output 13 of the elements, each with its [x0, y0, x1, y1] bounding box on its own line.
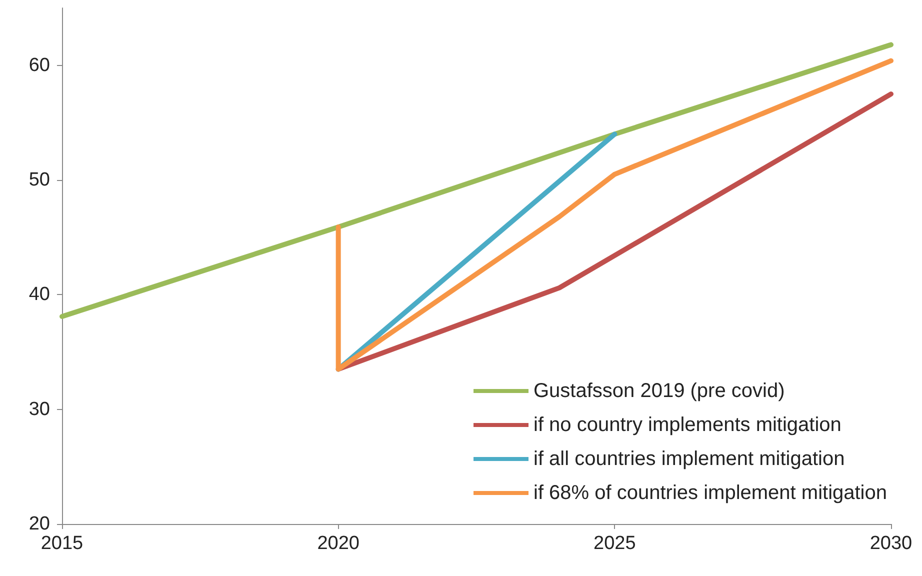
x-tick-label: 2030 — [870, 533, 912, 554]
y-tick-label: 60 — [28, 54, 50, 76]
legend-label: if 68% of countries implement mitigation — [534, 482, 888, 504]
x-tick-label: 2020 — [317, 533, 360, 554]
y-tick-label: 20 — [28, 514, 50, 534]
y-tick-label: 40 — [28, 284, 50, 306]
x-tick-label: 2025 — [594, 533, 636, 554]
legend-label: if all countries implement mitigation — [534, 448, 845, 470]
y-tick-label: 50 — [28, 170, 50, 190]
legend-label: if no country implements mitigation — [534, 414, 842, 436]
legend-label: Gustafsson 2019 (pre covid) — [534, 380, 785, 402]
x-tick-label: 2015 — [40, 533, 84, 554]
y-tick-label: 30 — [28, 398, 50, 420]
